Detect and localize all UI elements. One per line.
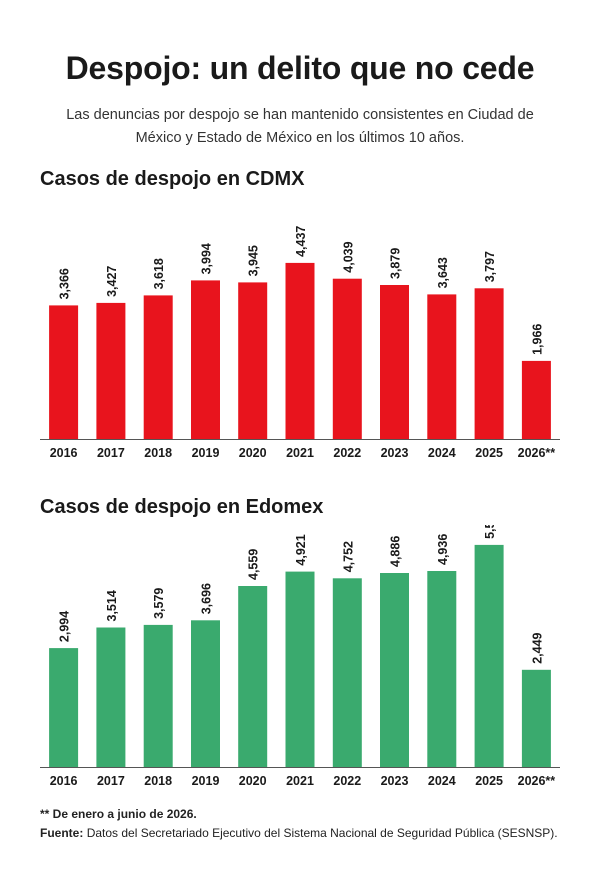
data-label: 4,886 (389, 536, 403, 567)
x-tick-label: 2020 (239, 774, 267, 788)
data-label: 3,427 (105, 266, 119, 297)
bar-chart-edomex: 2,994 2016 3,514 2017 3,579 2018 3,696 2019 4,55… (40, 525, 560, 788)
data-label: 3,618 (152, 258, 166, 289)
x-tick-label: 2021 (286, 774, 314, 788)
bar (427, 571, 457, 767)
bar (96, 627, 126, 767)
page-subtitle: Las denuncias por despojo se han manteni… (66, 107, 534, 146)
source-label: Fuente: (40, 826, 84, 840)
bar (285, 571, 315, 767)
data-label: 2,994 (58, 611, 72, 642)
data-label: 3,797 (483, 251, 497, 282)
x-tick-label: 2017 (97, 774, 125, 788)
data-label: 3,514 (105, 590, 119, 621)
data-label: 3,879 (389, 248, 403, 279)
x-tick-label: 2021 (286, 446, 314, 460)
bar (474, 288, 504, 439)
bar (191, 620, 220, 767)
chart-title-edomex: Casos de despojo en Edomex (40, 496, 324, 518)
bar (332, 278, 362, 439)
x-tick-label: 2018 (144, 774, 172, 788)
bar (380, 285, 409, 439)
bar (49, 648, 79, 767)
x-tick-label: 2019 (192, 774, 220, 788)
x-tick-label: 2016 (50, 774, 78, 788)
x-tick-label: 2016 (50, 446, 78, 460)
data-label: 3,643 (436, 257, 450, 288)
source-text: Datos del Secretariado Ejecutivo del Sis… (86, 826, 558, 840)
data-label: 3,945 (247, 245, 261, 276)
x-tick-label: 2026** (518, 774, 556, 788)
bar (427, 294, 457, 439)
x-tick-label: 2025 (475, 446, 503, 460)
bar (521, 360, 551, 439)
bar (49, 305, 79, 439)
data-label: 4,752 (341, 541, 355, 572)
bar (238, 282, 268, 439)
data-label: 4,921 (294, 534, 308, 565)
x-tick-label: 2024 (428, 446, 456, 460)
x-tick-label: 2022 (333, 446, 361, 460)
bar (143, 624, 173, 767)
footnote-text: ** De enero a junio de 2026. (40, 807, 197, 821)
data-label: 3,366 (58, 268, 72, 299)
x-tick-label: 2022 (333, 774, 361, 788)
x-tick-label: 2019 (192, 446, 220, 460)
bar (332, 578, 362, 767)
x-tick-label: 2024 (428, 774, 456, 788)
data-label: 3,696 (200, 583, 214, 614)
data-label: 4,936 (436, 534, 450, 565)
bar-chart-cdmx: 3,366 2016 3,427 2017 3,618 2018 3,994 2019 3,94… (40, 226, 560, 460)
data-label: 3,994 (200, 243, 214, 274)
data-label: 2,449 (530, 632, 544, 663)
footnote: ** De enero a junio de 2026. (40, 805, 197, 824)
x-tick-label: 2026** (518, 446, 556, 460)
data-label: 5,594 (483, 525, 497, 539)
x-tick-label: 2023 (381, 774, 409, 788)
x-tick-label: 2025 (475, 774, 503, 788)
bar (474, 544, 504, 767)
bar (96, 302, 126, 439)
bar (380, 573, 409, 767)
chart-title-cdmx: Casos de despojo en CDMX (40, 168, 305, 190)
x-tick-label: 2018 (144, 446, 172, 460)
x-tick-label: 2023 (381, 446, 409, 460)
bar (285, 262, 315, 439)
bar (521, 669, 551, 767)
bar (191, 280, 220, 439)
data-label: 3,579 (152, 588, 166, 619)
data-label: 1,966 (530, 324, 544, 355)
source-note: Fuente: Datos del Secretariado Ejecutivo… (40, 824, 560, 843)
data-label: 4,559 (247, 549, 261, 580)
bar (238, 586, 268, 767)
data-label: 4,039 (341, 241, 355, 272)
data-label: 4,437 (294, 226, 308, 257)
bar (143, 295, 173, 439)
x-tick-label: 2020 (239, 446, 267, 460)
x-tick-label: 2017 (97, 446, 125, 460)
page-title: Despojo: un delito que no cede (65, 50, 535, 86)
